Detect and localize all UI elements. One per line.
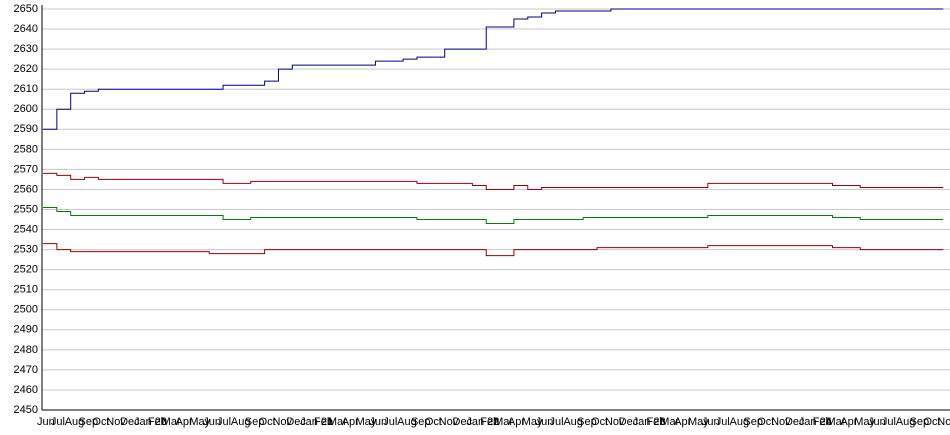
- y-tick-label: 2550: [14, 203, 38, 215]
- x-tick-label: Mar: [826, 416, 845, 428]
- x-tick-label: Apr: [342, 416, 359, 428]
- x-tick-label: May: [356, 416, 377, 428]
- x-tick-label: Oct: [757, 416, 774, 428]
- x-tick-label: Mar: [162, 416, 181, 428]
- x-tick-label: Apr: [674, 416, 691, 428]
- x-tick-label: Feb: [314, 416, 333, 428]
- x-tick-label: Nov: [272, 416, 292, 428]
- x-tick-label: Jan 23: [633, 416, 666, 428]
- x-tick-label: Jun: [203, 416, 221, 428]
- x-tick-label: Sep: [245, 416, 265, 428]
- x-tick-label: Dec: [120, 416, 140, 428]
- x-tick-label: Nov: [771, 416, 791, 428]
- y-tick-label: 2530: [14, 244, 38, 256]
- x-tick-label: Sep: [910, 416, 930, 428]
- x-tick-label: Mar: [494, 416, 513, 428]
- x-tick-label: Jun: [536, 416, 554, 428]
- x-tick-label: Aug: [896, 416, 916, 428]
- y-tick-label: 2510: [14, 284, 38, 296]
- x-tick-label: Nov: [439, 416, 459, 428]
- x-tick-label: Feb: [813, 416, 832, 428]
- y-tick-label: 2450: [14, 404, 38, 416]
- x-tick-label: Jan 21: [300, 416, 333, 428]
- x-tick-label: Oct: [92, 416, 109, 428]
- x-tick-label: Mar: [328, 416, 347, 428]
- x-tick-label: Jul: [549, 416, 563, 428]
- x-tick-label: Dec: [453, 416, 473, 428]
- series-line: [43, 206, 944, 225]
- x-tick-label: Jul: [383, 416, 397, 428]
- x-tick-label: Jan 22: [466, 416, 499, 428]
- y-tick-label: 2470: [14, 364, 38, 376]
- x-tick-label: Jul: [716, 416, 730, 428]
- x-tick-label: May: [189, 416, 210, 428]
- x-tick-label: Jul: [882, 416, 896, 428]
- x-tick-label: Aug: [65, 416, 85, 428]
- x-tick-label: Feb: [646, 416, 665, 428]
- x-tick-label: Apr: [840, 416, 857, 428]
- x-tick-label: Mar: [660, 416, 679, 428]
- y-tick-label: 2490: [14, 324, 38, 336]
- x-tick-label: May: [854, 416, 875, 428]
- x-tick-label: Sep: [411, 416, 431, 428]
- y-tick-label: 2620: [14, 63, 38, 75]
- series-line: [43, 8, 944, 130]
- x-tick-label: Jun: [37, 416, 55, 428]
- x-tick-label: Sep: [79, 416, 99, 428]
- x-tick-label: Dec: [785, 416, 805, 428]
- x-tick-label: Oct: [591, 416, 608, 428]
- y-tick-label: 2590: [14, 123, 38, 135]
- x-tick-label: Aug: [563, 416, 583, 428]
- x-tick-label: Jul: [51, 416, 65, 428]
- y-tick-label: 2650: [14, 3, 38, 15]
- y-tick-label: 2520: [14, 264, 38, 276]
- x-tick-label: Feb: [148, 416, 167, 428]
- y-tick-label: 2540: [14, 223, 38, 235]
- x-tick-label: Apr: [176, 416, 193, 428]
- x-tick-label: Aug: [397, 416, 417, 428]
- x-tick-label: Nov: [106, 416, 126, 428]
- series-line: [43, 243, 944, 257]
- x-tick-label: Oct: [923, 416, 940, 428]
- x-tick-label: Jul: [217, 416, 231, 428]
- x-tick-label: Oct: [425, 416, 442, 428]
- x-tick-label: Dec: [619, 416, 639, 428]
- y-tick-label: 2630: [14, 43, 38, 55]
- x-tick-label: Jun: [702, 416, 720, 428]
- y-tick-label: 2460: [14, 384, 38, 396]
- x-tick-label: Jun: [868, 416, 886, 428]
- y-tick-label: 2570: [14, 163, 38, 175]
- series-line: [43, 172, 944, 190]
- y-tick-label: 2480: [14, 344, 38, 356]
- x-tick-label: Oct: [259, 416, 276, 428]
- x-tick-label: May: [688, 416, 709, 428]
- x-tick-label: Apr: [508, 416, 525, 428]
- x-tick-label: Jan 24: [799, 416, 832, 428]
- x-tick-label: Dec: [286, 416, 306, 428]
- y-tick-label: 2610: [14, 83, 38, 95]
- y-tick-label: 2640: [14, 23, 38, 35]
- x-tick-label: Jan 20: [134, 416, 167, 428]
- y-tick-label: 2580: [14, 143, 38, 155]
- y-tick-label: 2600: [14, 103, 38, 115]
- x-tick-label: Sep: [577, 416, 597, 428]
- y-tick-label: 2500: [14, 304, 38, 316]
- x-tick-label: Feb: [480, 416, 499, 428]
- x-tick-label: Aug: [231, 416, 251, 428]
- x-tick-label: Nov: [605, 416, 625, 428]
- x-tick-label: Jun: [369, 416, 387, 428]
- x-tick-label: Aug: [730, 416, 750, 428]
- y-tick-label: 2560: [14, 183, 38, 195]
- x-tick-label: Sep: [743, 416, 763, 428]
- x-tick-label: Nov: [937, 416, 950, 428]
- x-tick-label: May: [522, 416, 543, 428]
